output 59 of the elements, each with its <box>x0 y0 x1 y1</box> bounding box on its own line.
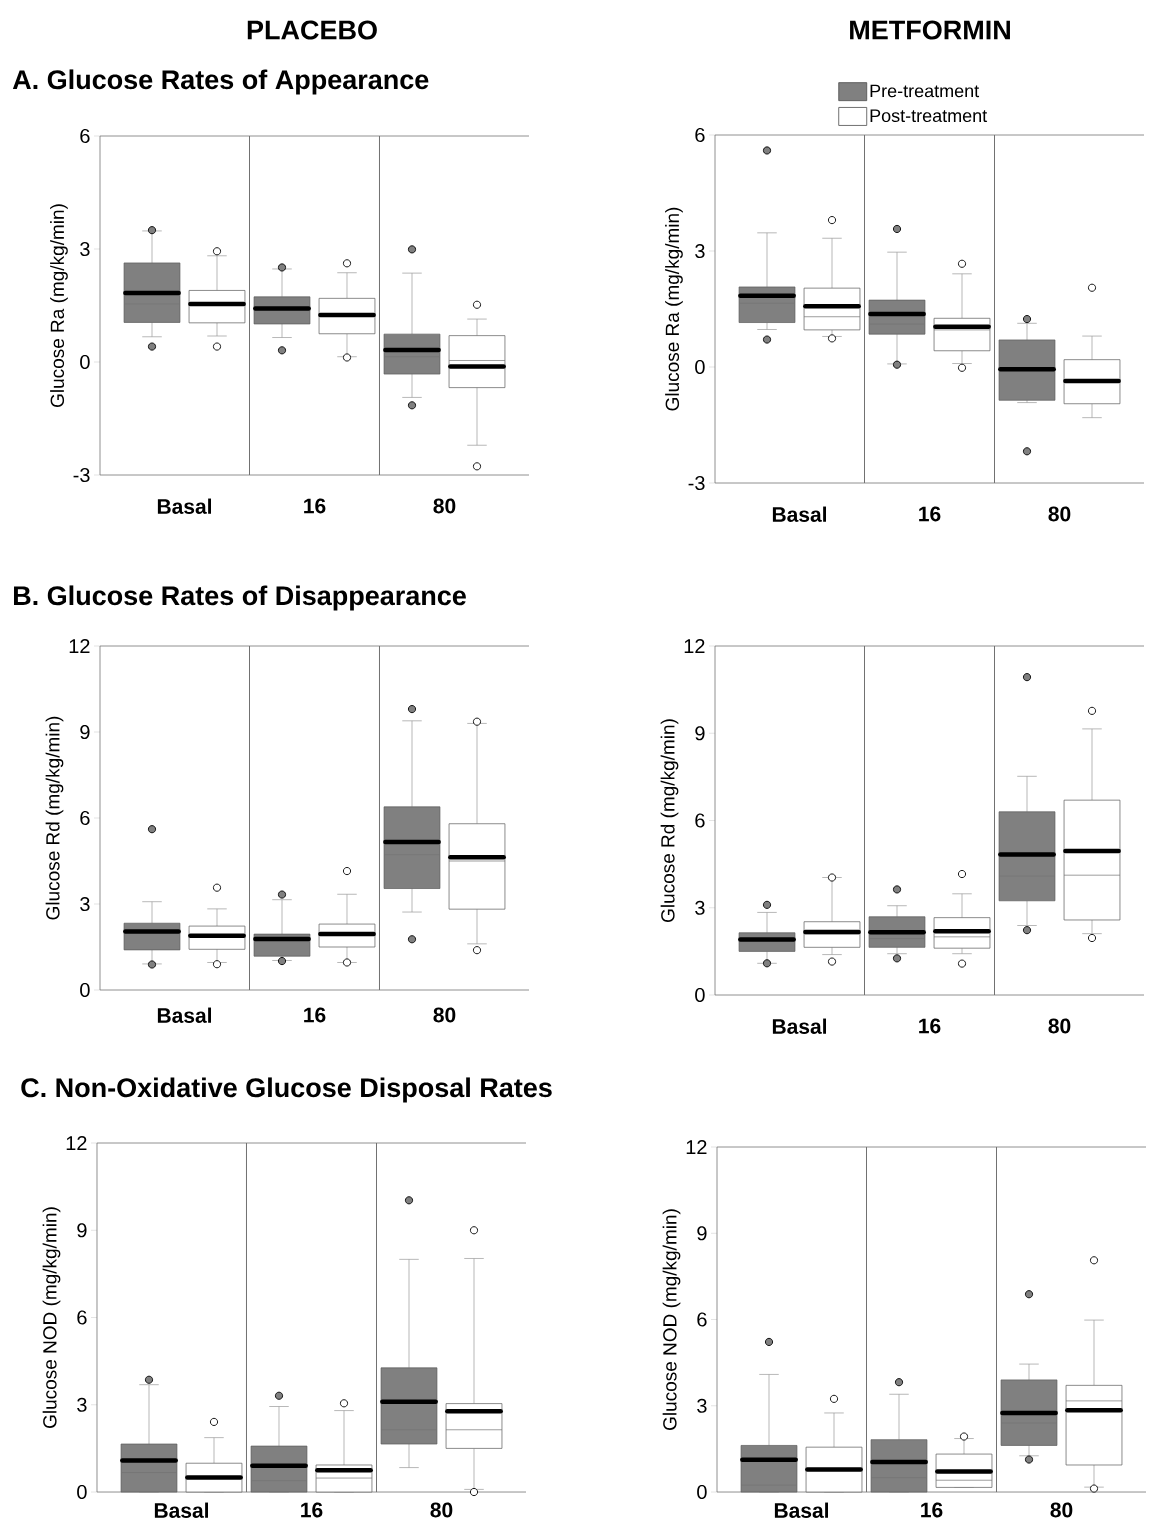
chart-subtitle: A. Glucose Rates of Appearance <box>12 69 429 95</box>
y-tick-label: 9 <box>695 726 705 741</box>
x-tick-label: 80 <box>430 1502 453 1518</box>
y-tick-label: 12 <box>69 639 90 653</box>
legend-label: Pre-treatment <box>870 84 980 98</box>
y-tick-label: 6 <box>695 813 705 828</box>
chart-title: METFORMIN <box>850 20 1010 40</box>
y-tick-label: 3 <box>697 1398 707 1413</box>
chart-title: C. Non-Oxidative Glucose Disposal Rates <box>21 1077 552 1103</box>
y-tick-label: 0 <box>697 1484 707 1500</box>
y-axis-title: Glucose Rd (mg/kg/min) <box>660 719 679 922</box>
x-tick-label: Basal <box>772 1018 827 1034</box>
y-tick-label: 6 <box>695 127 705 143</box>
y-tick-label: -3 <box>73 467 90 483</box>
x-tick-label: 16 <box>301 1502 323 1518</box>
y-axis-title: Glucose Rd (mg/kg/min) <box>45 716 64 920</box>
y-tick-label: 0 <box>77 1484 87 1500</box>
x-tick-label: Basal <box>157 498 212 514</box>
chart-title: B. Glucose Rates of Disappearance <box>14 585 466 611</box>
y-tick-label: 9 <box>80 724 90 740</box>
y-tick-label: 6 <box>77 1310 87 1325</box>
x-tick-label: Basal <box>772 506 827 522</box>
y-tick-label: -3 <box>688 475 705 491</box>
x-tick-label: 80 <box>433 1007 456 1023</box>
x-tick-label: 80 <box>433 498 456 514</box>
legend-label: Post-treatment <box>870 109 988 123</box>
y-tick-label: 9 <box>77 1223 87 1238</box>
y-tick-label: 3 <box>695 900 705 915</box>
x-tick-label: 16 <box>919 506 941 522</box>
y-tick-label: 9 <box>697 1226 707 1241</box>
y-tick-label: 3 <box>695 243 705 259</box>
y-tick-label: 12 <box>686 1140 707 1154</box>
x-tick-label: 80 <box>1050 1502 1073 1518</box>
y-tick-label: 3 <box>80 241 90 257</box>
x-tick-label: 16 <box>304 1007 326 1023</box>
x-tick-label: 80 <box>1048 1018 1071 1034</box>
y-tick-label: 3 <box>80 896 90 912</box>
y-tick-label: 12 <box>66 1136 87 1150</box>
y-tick-label: 0 <box>695 359 705 375</box>
y-axis-title: Glucose NOD (mg/kg/min) <box>662 1209 681 1430</box>
y-tick-label: 0 <box>80 982 90 998</box>
y-tick-label: 0 <box>80 354 90 370</box>
x-tick-label: 80 <box>1048 506 1071 522</box>
y-tick-label: 3 <box>77 1397 87 1412</box>
x-tick-label: 16 <box>919 1018 941 1034</box>
y-axis-title: Glucose Ra (mg/kg/min) <box>50 204 68 407</box>
y-tick-label: 6 <box>80 128 90 144</box>
x-tick-label: 16 <box>304 498 326 514</box>
chart-title: PLACEBO <box>247 20 377 40</box>
x-tick-label: Basal <box>774 1502 829 1518</box>
y-tick-label: 0 <box>695 987 705 1003</box>
x-tick-label: 16 <box>921 1502 943 1518</box>
x-tick-label: Basal <box>154 1502 209 1518</box>
y-tick-label: 6 <box>697 1312 707 1327</box>
y-axis-title: Glucose NOD (mg/kg/min) <box>42 1207 61 1428</box>
y-tick-label: 6 <box>80 810 90 826</box>
x-tick-label: Basal <box>157 1007 212 1023</box>
y-axis-title: Glucose Ra (mg/kg/min) <box>665 207 683 411</box>
y-tick-label: 12 <box>684 639 705 653</box>
